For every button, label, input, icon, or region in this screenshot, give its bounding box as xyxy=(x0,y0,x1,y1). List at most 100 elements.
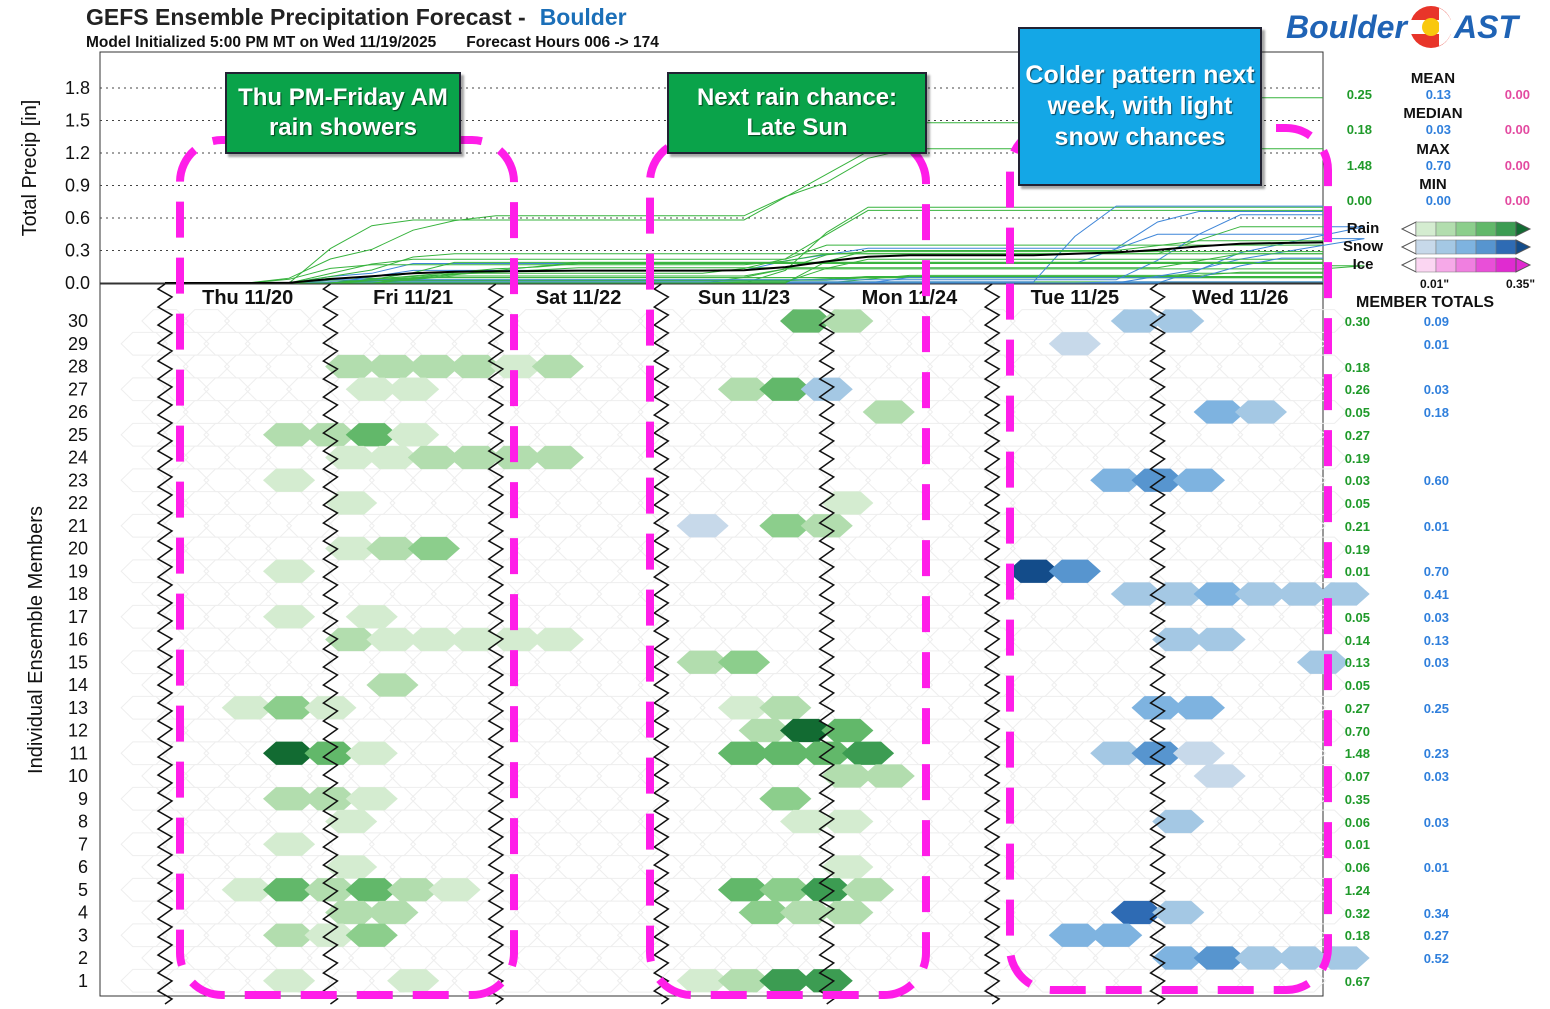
hex-cell-empty xyxy=(802,536,851,561)
hex-cell-empty xyxy=(1051,673,1099,697)
precip-cell-m2 xyxy=(1152,946,1205,970)
hex-cell-empty xyxy=(637,764,686,788)
member-total-snow: 0.34 xyxy=(1423,905,1449,921)
hex-cell-empty xyxy=(513,809,562,834)
precip-cell-m20 xyxy=(325,536,378,561)
member-total-snow: 0.27 xyxy=(1423,928,1449,944)
hex-cell-empty xyxy=(1133,673,1182,697)
hex-cell-empty xyxy=(1133,855,1182,879)
hex-cell-empty xyxy=(306,673,355,697)
precip-cell-m11 xyxy=(1090,741,1143,765)
hex-cell-empty xyxy=(1030,786,1079,811)
hex-cell-empty xyxy=(740,604,789,629)
precip-cell-m22 xyxy=(821,491,874,515)
precip-cell-m11 xyxy=(842,741,895,765)
hex-cell-empty xyxy=(720,536,768,561)
hex-cell-empty xyxy=(678,900,727,925)
hex-cell-empty xyxy=(327,468,375,493)
hex-cell-empty xyxy=(844,673,892,697)
hex-cell-empty xyxy=(244,377,293,402)
hex-cell-empty xyxy=(575,559,624,584)
member-label: 16 xyxy=(68,630,88,650)
hex-cell-empty xyxy=(575,968,624,993)
member-total-rain: 0.27 xyxy=(1344,700,1370,716)
legend-arrow-right xyxy=(1515,239,1532,255)
precip-cell-m11 xyxy=(1172,741,1225,765)
hex-cell-empty xyxy=(554,673,603,697)
member-label: 19 xyxy=(68,561,88,581)
hex-cell-empty xyxy=(223,309,272,333)
hex-cell-empty xyxy=(1030,513,1079,538)
hex-cell-empty xyxy=(658,331,706,356)
precip-cell-m20 xyxy=(407,536,460,561)
hex-cell-empty xyxy=(1071,422,1120,447)
hex-cell-empty xyxy=(1278,422,1327,447)
hex-cell-empty xyxy=(409,468,458,493)
hex-cell-empty xyxy=(285,650,334,675)
member-hex-grid: 3029282726252423222120191817161514131211… xyxy=(25,221,1535,1005)
hex-cell-empty xyxy=(1195,923,1244,948)
hex-cell-empty xyxy=(368,331,417,356)
member-label: 10 xyxy=(68,766,88,786)
hex-cell-empty xyxy=(864,650,913,675)
member-trace-23 xyxy=(165,214,1323,284)
precip-cell-m11 xyxy=(304,741,357,765)
hex-cell-empty xyxy=(864,832,913,857)
stat-label: MEAN xyxy=(1410,70,1456,87)
precip-cell-m24 xyxy=(449,445,502,470)
hex-cell-empty xyxy=(1092,764,1141,788)
precip-cell-m28 xyxy=(407,354,460,379)
hex-cell-empty xyxy=(1133,445,1182,470)
hex-cell-empty xyxy=(864,923,913,948)
precip-cell-m1 xyxy=(800,969,853,993)
precip-cell-m4 xyxy=(1110,900,1163,925)
precip-cell-m24 xyxy=(366,445,419,470)
precip-cell-m15 xyxy=(717,650,771,674)
hex-cell-empty xyxy=(864,968,913,993)
hex-cell-empty xyxy=(368,695,417,720)
hex-cell-empty xyxy=(182,536,231,561)
hex-cell-empty xyxy=(1009,309,1058,333)
hex-cell-empty xyxy=(678,946,727,970)
hex-cell-empty xyxy=(596,491,644,515)
member-trace-4 xyxy=(165,211,1323,284)
hex-cell-empty xyxy=(1175,855,1223,879)
hex-cell-empty xyxy=(430,673,479,697)
hex-cell-empty xyxy=(1154,650,1203,675)
hex-cell-empty xyxy=(120,331,169,356)
hex-cell-empty xyxy=(534,604,582,629)
legend-row-label: Ice xyxy=(1352,256,1374,273)
legend-arrow-right xyxy=(1515,221,1532,237)
hex-cell-empty xyxy=(926,718,975,743)
hex-cell-empty xyxy=(409,786,458,811)
precip-cell-m9 xyxy=(345,787,398,811)
hex-cell-empty xyxy=(616,650,665,675)
hex-cell-empty xyxy=(182,673,231,697)
hex-cell-empty xyxy=(347,400,396,424)
hex-cell-empty xyxy=(430,400,479,424)
hex-cell-empty xyxy=(761,764,810,788)
hex-cell-empty xyxy=(368,559,417,584)
hex-cell-empty xyxy=(1195,786,1244,811)
hex-cell-empty xyxy=(761,445,810,470)
hex-cell-empty xyxy=(678,445,727,470)
hex-cell-empty xyxy=(534,786,582,811)
hex-cell-empty xyxy=(409,741,458,766)
member-total-snow: 0.01 xyxy=(1423,860,1449,875)
hex-cell-empty xyxy=(1257,809,1306,834)
precip-cell-m9 xyxy=(263,787,316,811)
hex-cell-empty xyxy=(1092,400,1141,424)
hex-cell-empty xyxy=(926,809,975,834)
precip-cell-m27 xyxy=(345,377,398,401)
hex-cell-empty xyxy=(513,855,562,879)
hex-cell-empty xyxy=(575,695,624,720)
hex-cell-empty xyxy=(1175,445,1223,470)
legend-arrow-left xyxy=(1400,221,1417,237)
hex-cell-empty xyxy=(1071,832,1120,857)
hex-cell-empty xyxy=(265,536,313,561)
precip-cell-m5 xyxy=(428,878,481,902)
precip-cell-m13 xyxy=(1172,696,1225,720)
hex-cell-empty xyxy=(120,513,169,538)
member-total-rain: 1.24 xyxy=(1344,882,1370,898)
hex-cell-empty xyxy=(947,650,996,675)
